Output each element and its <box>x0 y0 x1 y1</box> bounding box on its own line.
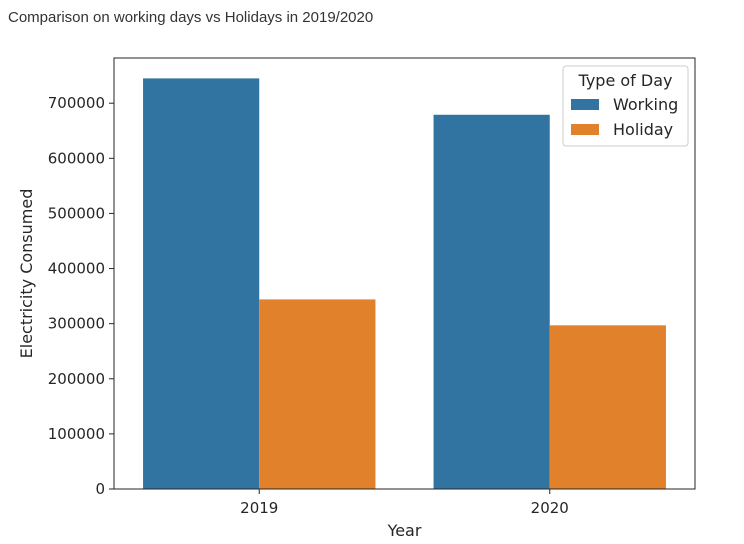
legend-swatch-working <box>571 99 599 110</box>
y-axis-label: Electricity Consumed <box>17 189 36 359</box>
y-tick-label: 200000 <box>48 370 105 388</box>
y-tick-label: 0 <box>95 480 105 498</box>
page-title: Comparison on working days vs Holidays i… <box>8 9 374 26</box>
bar-working-2019 <box>143 78 260 490</box>
legend-swatch-holiday <box>571 124 599 135</box>
legend-label-working: Working <box>613 95 678 114</box>
y-tick-label: 500000 <box>48 204 105 222</box>
y-tick-label: 700000 <box>48 94 105 112</box>
y-tick-label: 600000 <box>48 149 105 167</box>
y-tick-label: 100000 <box>48 425 105 443</box>
y-tick-label: 300000 <box>48 315 105 333</box>
legend-title: Type of Day <box>578 71 673 90</box>
bar-working-2020 <box>433 114 550 489</box>
bar-holiday-2020 <box>549 325 666 489</box>
x-tick-label: 2020 <box>531 499 569 517</box>
x-tick-label: 2019 <box>240 499 278 517</box>
y-tick-label: 400000 <box>48 260 105 278</box>
x-axis-label: Year <box>387 521 422 540</box>
plot-area: 0 100000 200000 300000 400000 500000 600000 700… <box>48 57 696 517</box>
legend: Type of Day Working Holiday <box>562 65 689 147</box>
legend-label-holiday: Holiday <box>613 120 673 139</box>
bar-holiday-2019 <box>259 299 376 489</box>
axes-frame <box>113 57 696 490</box>
